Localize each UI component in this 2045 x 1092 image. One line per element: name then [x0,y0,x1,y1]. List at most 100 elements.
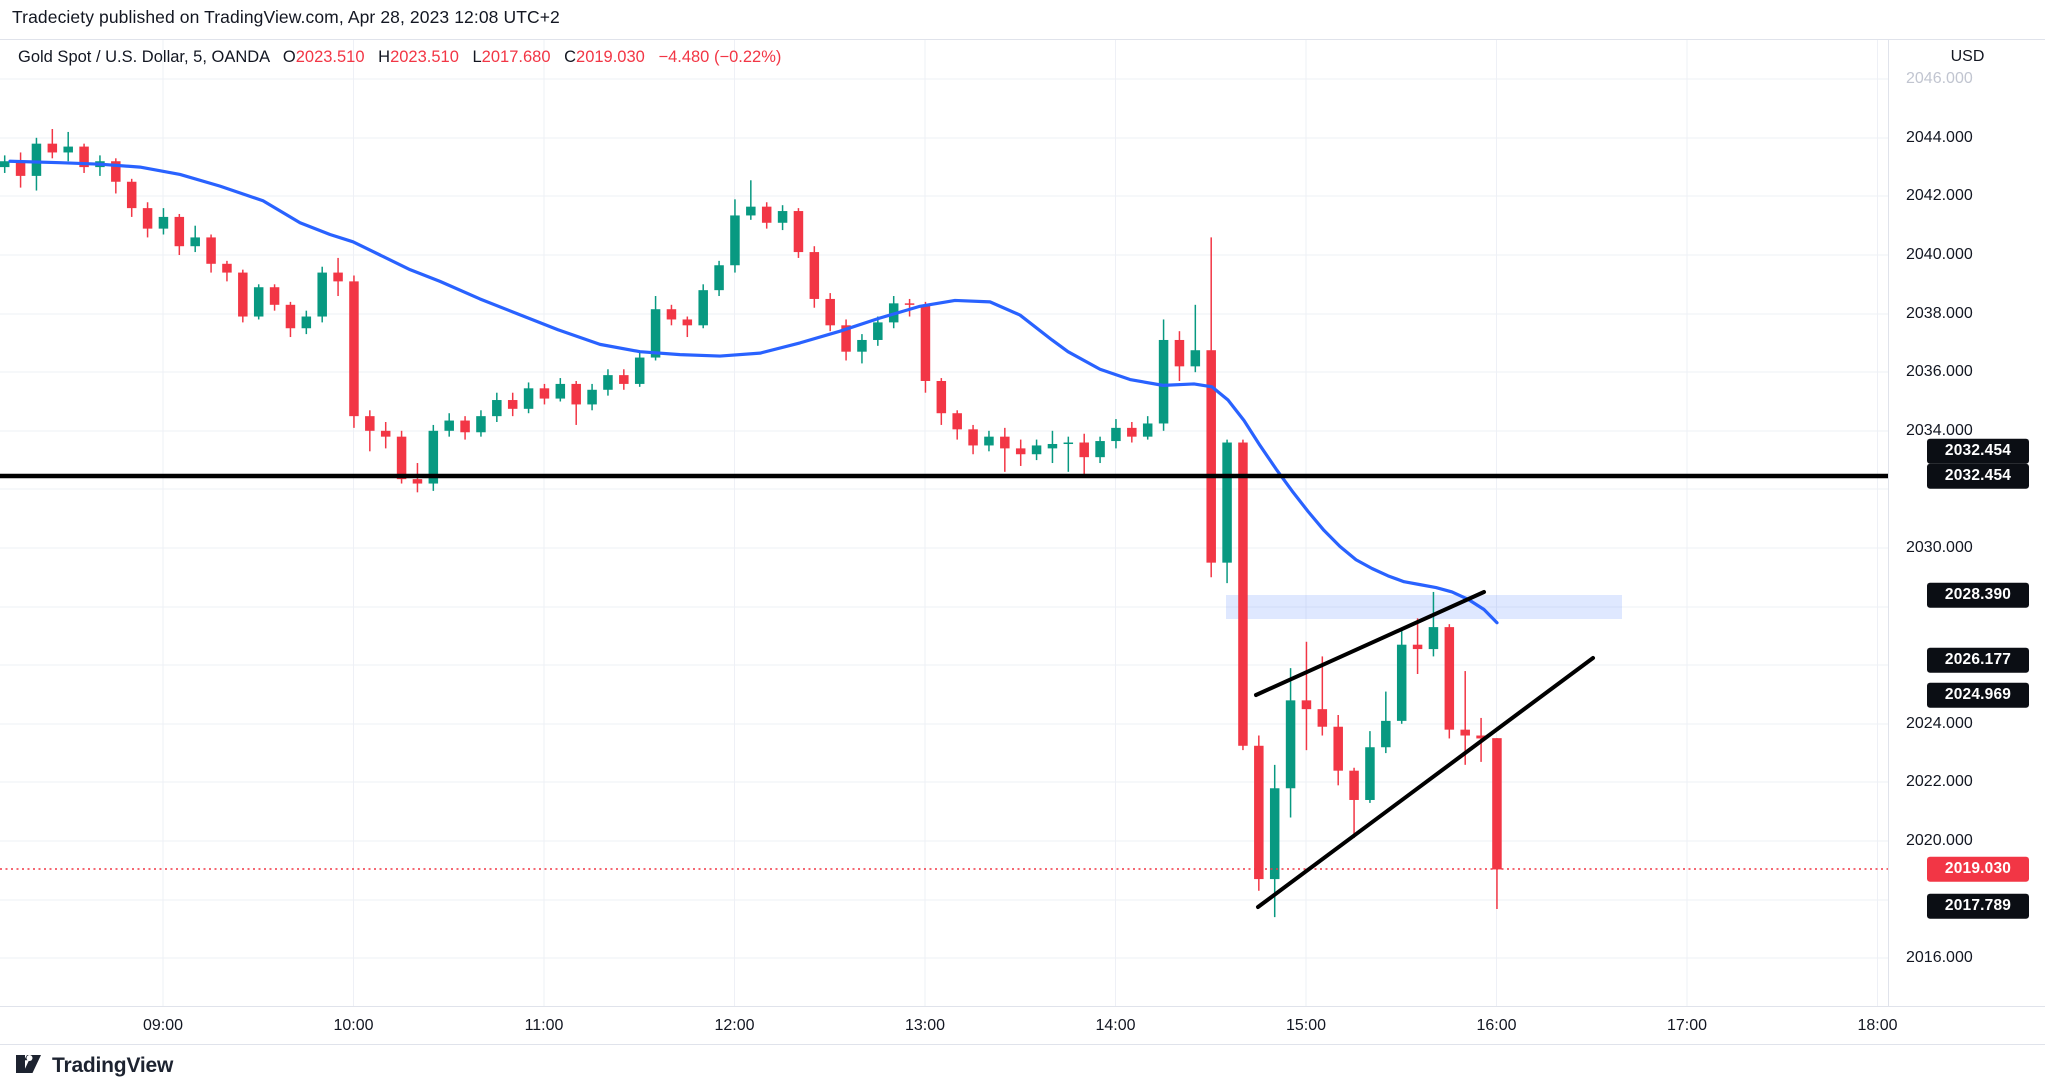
time-tick-label: 18:00 [1857,1016,1898,1034]
tradingview-logo-icon [15,1052,42,1081]
candle-body [841,325,851,352]
time-tick-label: 17:00 [1666,1016,1708,1034]
tradingview-wordmark: TradingView [52,1054,174,1077]
price-axis[interactable]: USD 2046.000 2044.000 2042.000 2040.000 2038… [1888,40,2045,1006]
symbol-title: Gold Spot / U.S. Dollar, 5, OANDA [18,48,270,66]
low-label: L [472,48,482,66]
candle-body [1460,729,1470,736]
candle-body [1444,627,1455,730]
time-tick-label: 13:00 [904,1016,946,1034]
candle-body [253,287,264,317]
candle-body [1095,441,1105,458]
candle-body [15,161,26,176]
time-tick-label: 16:00 [1476,1016,1517,1034]
candle-body [523,388,534,409]
time-tick-label: 11:00 [524,1016,564,1034]
candle-body [301,316,312,329]
candle-body [317,272,327,317]
chart-frame: Gold Spot / U.S. Dollar, 5, OANDA O2023.… [0,39,2045,1045]
candle-body [1238,442,1248,746]
candle-body [1333,726,1343,771]
candle-body [1142,423,1153,437]
supply-zone-rectangle [1226,595,1622,619]
candle-body [698,290,708,326]
price-tick-label: 2038.000 [1906,305,1973,322]
candle-body [1015,448,1026,455]
candle-body [396,436,407,480]
chart-legend[interactable]: Gold Spot / U.S. Dollar, 5, OANDA O2023.… [18,48,781,67]
candle-body [1381,720,1391,748]
drawing-price-badge: 2017.789 [1927,893,2029,919]
candle-body [1000,436,1010,449]
time-tick-label: 15:00 [1285,1016,1327,1034]
candle-body [1285,700,1296,789]
candle-body [1206,350,1216,563]
high-label: H [378,48,391,66]
price-tick-label: 2044.000 [1906,129,1973,146]
price-tick-label: 2046.000 [1906,70,1973,87]
candle-body [349,281,359,417]
candle-body [111,161,121,182]
candle-body [904,303,915,305]
lower-trendline[interactable] [1256,656,1595,909]
candle-body [730,215,740,266]
currency-label: USD [1950,48,1985,65]
candle-body [1396,644,1407,721]
candle-body [126,181,137,209]
candle-body [190,237,200,247]
candle-body [222,263,232,273]
candle-body [174,216,185,247]
time-tick-label: 10:00 [333,1016,374,1034]
candle-body [1365,747,1375,800]
candle-body [1412,644,1423,650]
candle-body [1428,627,1439,650]
candle-body [984,436,994,446]
price-tick-label: 2040.000 [1906,246,1973,263]
price-tick-label: 2022.000 [1906,773,1973,790]
candle-body [238,272,248,317]
tradingview-branding[interactable]: TradingView [15,1048,415,1084]
candle-body [365,416,375,431]
candle-body [1111,427,1121,442]
candle-body [79,146,89,168]
candle-body [761,206,772,223]
candle-body [587,389,597,405]
candle-body [460,420,470,433]
candle-body [619,375,629,384]
candle-body [555,383,566,399]
candle-body [1254,745,1264,880]
open-label: O [282,48,296,66]
candle-body [428,430,439,484]
upper-trendline[interactable] [1254,590,1486,697]
candle-body [857,339,867,352]
candle-body [968,429,978,446]
candle-body [1031,445,1042,455]
candle-body [1158,339,1169,424]
candle-body [380,430,391,437]
candle-body [571,383,581,405]
candlestick-chart-plot[interactable] [0,40,1888,1006]
candle-body [1063,442,1074,445]
close-label: C [564,48,577,66]
time-tick-label: 14:00 [1095,1016,1136,1034]
price-tick-label: 2030.000 [1906,539,1973,556]
open-value: 2023.510 [295,48,365,66]
candle-body [507,400,518,409]
candle-body [63,146,73,153]
candle-body [714,265,724,291]
candle-body [1492,738,1502,870]
price-tick-label: 2034.000 [1906,422,1973,439]
last-price-badge: 2019.030 [1927,856,2029,882]
candle-body [31,143,42,176]
candle-body [285,304,296,329]
candle-body [1047,443,1058,449]
candle-body [682,319,693,326]
candle-body [873,322,883,340]
candle-body [539,388,550,399]
candle-body [603,375,613,390]
candle-body [825,298,835,326]
time-axis[interactable]: 09:00 10:00 11:00 12:00 13:00 14:00 15:00 16:00… [0,1006,2045,1045]
price-tick-label: 2042.000 [1906,187,1973,204]
drawing-price-badge: 2032.454 [1927,438,2029,464]
candle-body [1269,788,1280,880]
